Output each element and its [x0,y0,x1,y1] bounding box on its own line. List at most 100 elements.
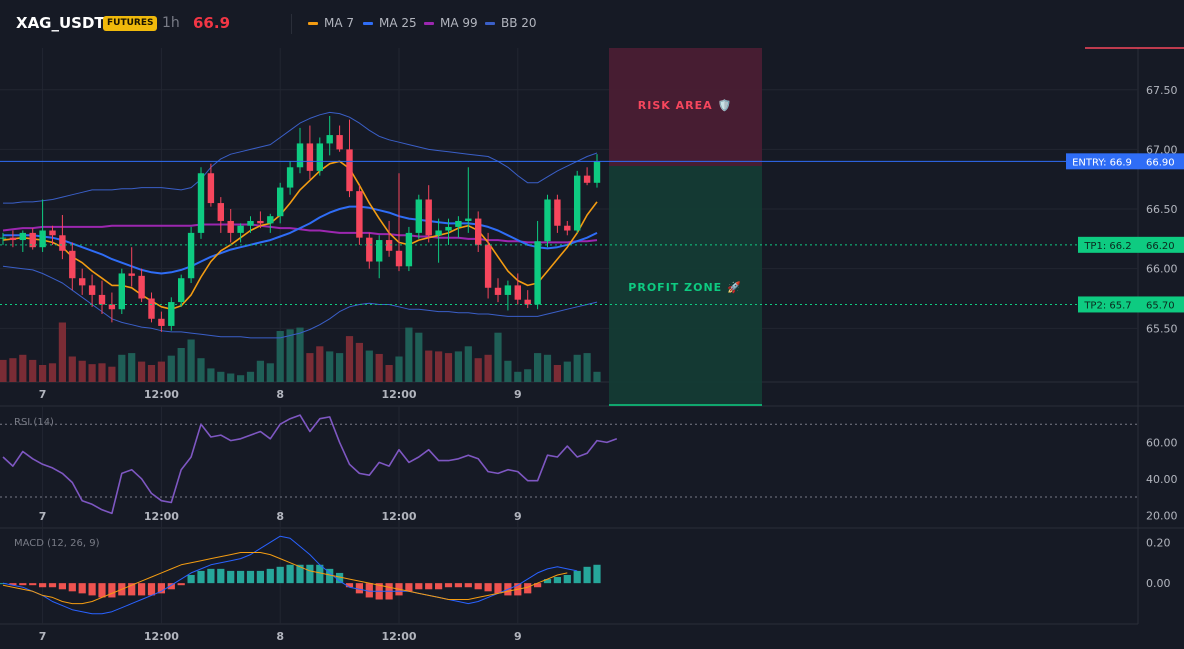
legend-bb20-swatch [485,22,495,25]
candle-body [564,225,571,231]
legend-ma7-label: MA 7 [324,16,355,30]
candle-body [257,220,264,224]
volume-bar [474,358,482,382]
volume-bar [108,366,116,382]
symbol-name[interactable]: XAG_USDT [16,14,105,32]
candle-body [217,203,224,221]
macd-histogram-bar [484,583,492,592]
volume-bar [138,361,146,382]
volume-bar [405,327,413,382]
candles [0,115,601,332]
ma99-line [2,223,598,244]
time-tick-label: 9 [514,388,522,401]
time-tick-label: 12:00 [144,630,179,643]
macd-tick-label: 0.20 [1146,536,1171,549]
candle-body [227,220,234,233]
macd-histogram-bar [543,579,552,584]
volume-bar [39,365,47,382]
candle-body [385,240,393,251]
tp2-tag-label: TP2: 65.7 [1083,300,1131,311]
time-tick-label: 7 [39,510,47,523]
volume-bar [375,353,383,382]
legend-bb20[interactable]: BB 20 [485,16,537,30]
macd-histogram-bar [266,568,274,584]
candle-body [504,285,512,295]
legend-ma99-label: MA 99 [440,16,478,30]
candle-body [534,241,541,305]
macd-histogram-bar [444,583,453,588]
macd-histogram-bar [177,583,185,586]
macd-histogram-bar [415,583,423,590]
macd-histogram-bar [563,574,571,584]
candle-body [514,285,521,300]
trade-levels: ENTRY: 66.9 66.90 TP1: 66.2 66.20 TP2: 65.7 6… [0,153,1184,313]
candle-body [197,173,205,233]
volume-bar [78,360,86,382]
time-tick-label: 12:00 [144,388,179,401]
candle-body [425,199,432,236]
time-tick-label: 9 [514,510,522,523]
candle-body [9,237,17,241]
volume-bar [316,346,324,382]
macd-histogram-bar [534,583,542,588]
candle-body [59,235,66,251]
header-divider [291,14,292,34]
legend-ma99[interactable]: MA 99 [424,16,478,30]
volume-bar [237,375,245,382]
volume-bar [365,350,373,382]
volume-bar [256,360,264,382]
ma7-line [2,160,598,311]
volume-bar [19,354,27,382]
volume-bar [98,363,106,382]
volume-bars [0,322,601,382]
candle-body [178,278,185,303]
time-tick-label: 8 [276,630,284,643]
macd-histogram-bar [405,583,413,592]
candle-body [435,230,442,236]
macd-tick-label: 0.00 [1146,577,1171,590]
legend-ma99-swatch [424,22,434,25]
rsi-tick-label: 20.00 [1146,509,1178,522]
volume-bar [0,359,7,382]
volume-bar [593,371,601,382]
volume-bar [177,348,185,382]
macd-histogram-bar [425,583,433,590]
volume-bar [395,356,403,382]
volume-bar [444,353,453,382]
macd-histogram-bar [256,570,264,584]
entry-axis-label: 66.90 [1146,157,1175,168]
volume-bar [157,361,165,382]
candle-body [267,216,274,224]
volume-bar [553,365,561,382]
timeframe-label[interactable]: 1h [162,15,180,31]
macd-histogram-bar [167,583,175,590]
candle-body [158,318,165,326]
legend-ma7[interactable]: MA 7 [308,16,354,30]
macd-histogram-bar [19,583,27,586]
macd-histogram-bar [365,583,373,598]
macd-histogram-bar [355,583,363,594]
candle-body [286,167,294,188]
volume-bar [246,371,255,382]
candle-body [88,285,96,295]
legend-ma25[interactable]: MA 25 [363,16,417,30]
macd-signal-line [2,552,568,605]
tp1-axis-box [1138,236,1184,253]
volume-bar [524,369,532,382]
last-price: 66.9 [193,14,231,32]
macd-histogram-bar [48,583,57,588]
macd-histogram-bar [187,574,195,584]
candle-body [395,250,403,267]
volume-bar [336,353,344,382]
candle-body [583,175,591,183]
volume-bar [494,332,502,382]
futures-badge: FUTURES [103,16,158,31]
candle-body [108,304,116,310]
macd-histogram-bar [68,583,76,592]
volume-bar [88,364,96,382]
volume-bar [543,354,552,382]
volume-bar [583,353,591,382]
candle-body [168,302,175,326]
macd-histogram-bar [326,568,334,584]
